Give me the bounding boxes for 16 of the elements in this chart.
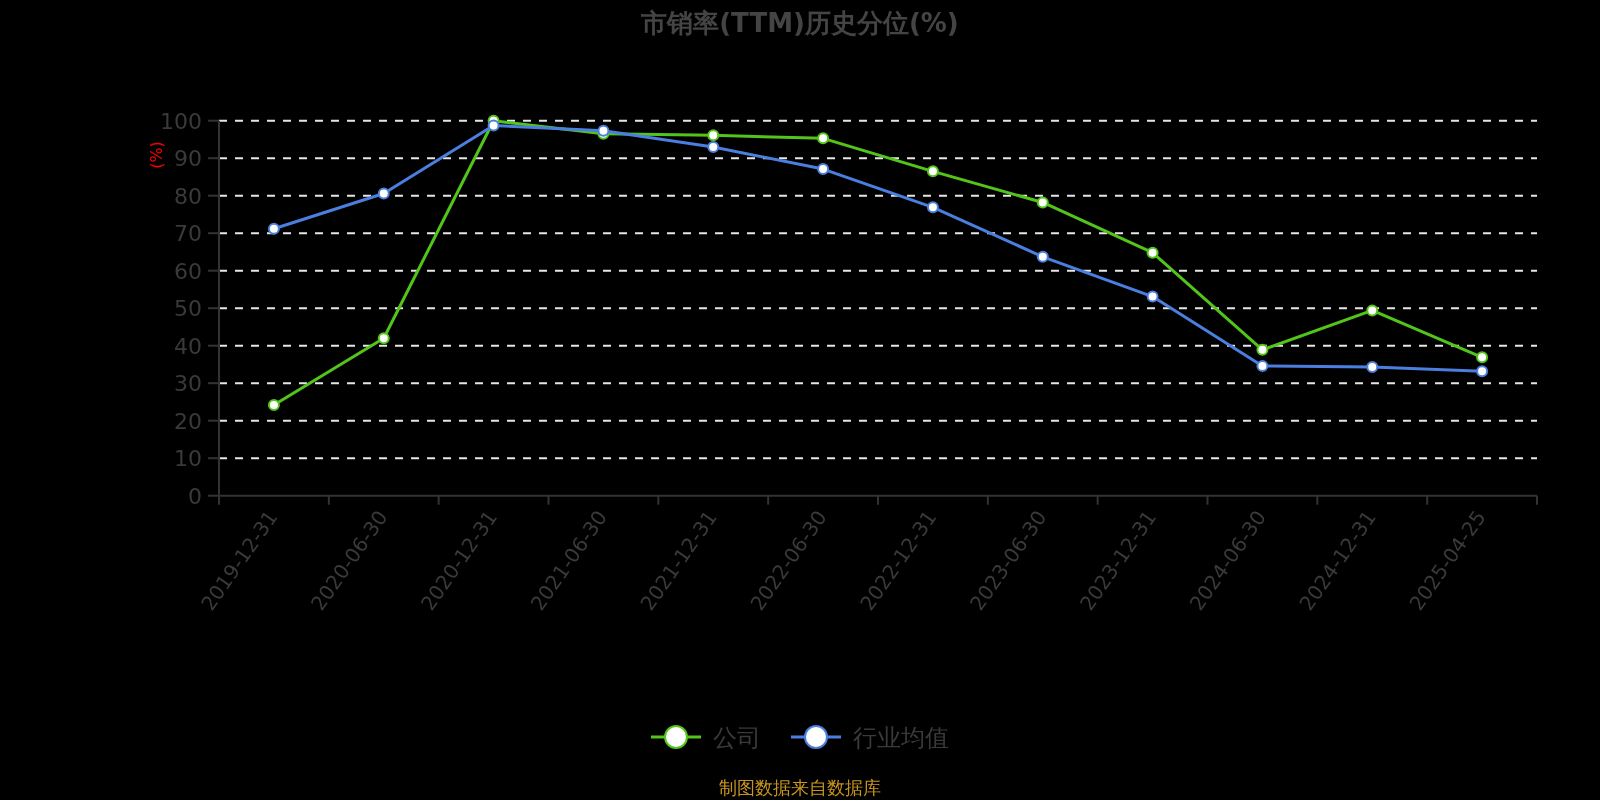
chart-title: 市销率(TTM)历史分位(%) — [640, 8, 959, 38]
y-tick-label: 10 — [174, 446, 202, 472]
text: 制图数据来自数据库 — [719, 777, 881, 798]
y-tick-label: 90 — [174, 146, 202, 172]
y-tick-label: 0 — [188, 483, 202, 509]
y-tick-label: 100 — [160, 108, 202, 134]
y-tick-label: 80 — [174, 183, 202, 209]
legend-label: 公司 — [713, 724, 761, 752]
y-tick-label: 70 — [174, 221, 202, 247]
y-tick-label: 50 — [174, 296, 202, 322]
legend-label: 行业均值 — [853, 724, 949, 752]
y-tick-label: 30 — [174, 371, 202, 397]
y-axis-title: (%) — [147, 141, 166, 169]
y-tick-label: 60 — [174, 258, 202, 284]
y-tick-label: 20 — [174, 408, 202, 434]
y-tick-label: 40 — [174, 333, 202, 359]
